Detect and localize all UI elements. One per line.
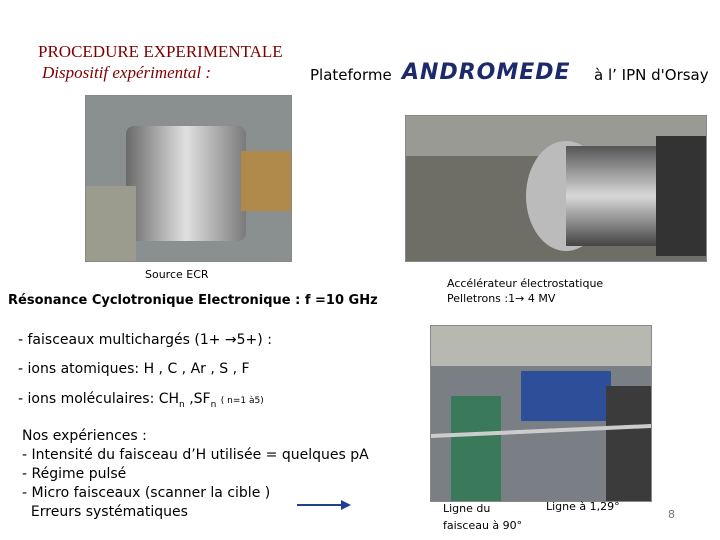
title: PROCEDURE EXPERIMENTALE <box>38 42 283 61</box>
item: Erreurs systématiques <box>22 504 188 520</box>
beams-multicharged: - faisceaux multichargés (1+ →5+) : <box>18 332 272 348</box>
label-line: faisceau à 90° <box>443 519 523 532</box>
arrow <box>297 500 351 510</box>
label-line-90: Ligne du faisceau à 90° <box>443 500 522 534</box>
photo-accelerator <box>405 115 707 262</box>
caption-ecr: Source ECR <box>145 268 209 281</box>
ecr-text: Résonance Cyclotronique Electronique : f… <box>8 293 378 308</box>
platform-label: Plateforme <box>310 66 392 84</box>
heading: Nos expériences : <box>22 428 147 444</box>
note: ( n=1 à5) <box>220 396 264 406</box>
item: - Régime pulsé <box>22 466 127 482</box>
subscript: n <box>179 399 185 410</box>
beams-molecular: - ions moléculaires: CHn ,SFn ( n=1 à5) <box>18 391 264 410</box>
beams-atomic: - ions atomiques: H , C , Ar , S , F <box>18 361 250 377</box>
text: ,SF <box>184 391 211 407</box>
label-line-129: Ligne à 1,29° <box>546 500 620 513</box>
item: - Micro faisceaux (scanner la cible ) <box>22 485 271 501</box>
caption-line: Accélérateur électrostatique <box>447 277 604 290</box>
caption-line: Pelletrons :1→ 4 MV <box>447 292 556 305</box>
text: - ions moléculaires: CH <box>18 391 180 407</box>
location: à l’ IPN d'Orsay <box>594 66 709 84</box>
subscript: n <box>210 399 217 410</box>
caption-accelerator: Accélérateur électrostatique Pelletrons … <box>447 276 603 306</box>
photo-ecr-source <box>85 95 292 262</box>
experiments: Nos expériences : - Intensité du faiscea… <box>22 427 369 522</box>
photo-beamline <box>430 325 652 502</box>
item: - Intensité du faisceau d’H utilisée = q… <box>22 447 369 463</box>
page-number: 8 <box>668 508 675 521</box>
subtitle: Dispositif expérimental : <box>42 63 212 82</box>
label-line: Ligne du <box>443 502 491 515</box>
logo: ANDROMEDE <box>402 60 571 85</box>
